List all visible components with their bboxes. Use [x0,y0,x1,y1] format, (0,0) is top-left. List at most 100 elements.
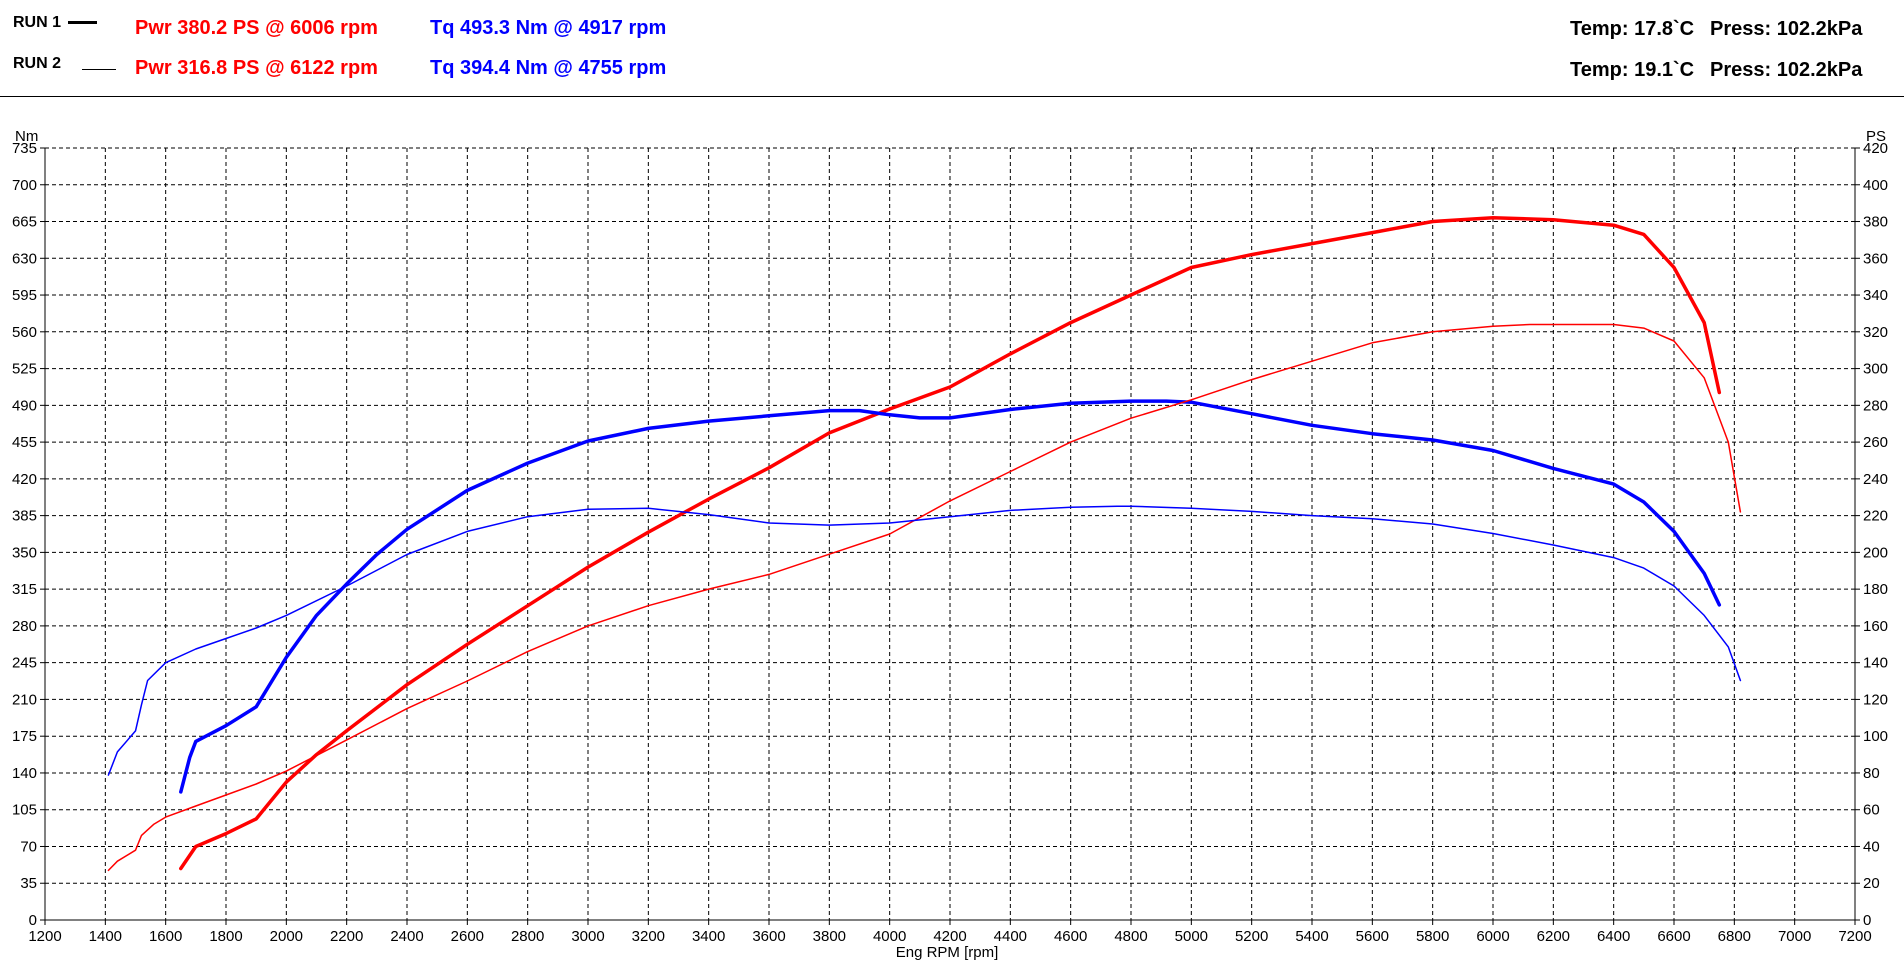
run1-power-summary: Pwr 380.2 PS @ 6006 rpm [135,17,378,39]
run2-tq-curve [107,505,1742,776]
y-right-unit-label: PS [1866,128,1886,145]
x-tick-label: 3800 [813,928,846,945]
y-left-tick-label: 630 [12,250,37,267]
run2-press: Press: 102.2kPa [1710,59,1863,81]
y-left-tick-label: 525 [12,361,37,378]
y-left-tick-label: 385 [12,508,37,525]
x-tick-label: 5200 [1235,928,1268,945]
y-right-tick-label: 180 [1863,581,1888,598]
x-axis-ticks: 1200 1400 1600 1800 2000 2200 2400 2600 2800 3000… [28,920,1872,945]
run1-label: RUN 1 [13,14,62,31]
y-right-ticks: 0 20 40 60 80 100 120 140 160 180 200 220 240 260 280 3… [1855,140,1888,929]
y-left-tick-label: 0 [29,912,37,929]
y-left-tick-label: 245 [12,655,37,672]
x-tick-label: 3600 [752,928,785,945]
y-right-tick-label: 280 [1863,397,1888,414]
run1-torque-summary: Tq 493.3 Nm @ 4917 rpm [430,17,667,39]
y-left-tick-label: 70 [20,838,37,855]
y-right-tick-label: 20 [1863,875,1880,892]
y-left-tick-label: 140 [12,765,37,782]
x-tick-label: 5600 [1356,928,1389,945]
y-left-tick-label: 280 [12,618,37,635]
y-left-tick-label: 420 [12,471,37,488]
run2-pwr-curve [107,323,1742,872]
x-tick-label: 1800 [209,928,242,945]
x-tick-label: 4000 [873,928,906,945]
run2-torque-summary: Tq 394.4 Nm @ 4755 rpm [430,57,667,79]
x-tick-label: 3200 [632,928,665,945]
y-right-tick-label: 60 [1863,802,1880,819]
run2-legend-line [82,69,116,70]
x-tick-label: 6800 [1718,928,1751,945]
y-right-tick-label: 100 [1863,728,1888,745]
x-tick-label: 4800 [1114,928,1147,945]
chart-series [107,216,1742,872]
run1-legend-line [68,21,97,24]
x-tick-label: 5400 [1295,928,1328,945]
x-tick-label: 7200 [1838,928,1871,945]
y-left-tick-label: 700 [12,177,37,194]
x-tick-label: 2800 [511,928,544,945]
y-right-tick-label: 0 [1863,912,1871,929]
run2-label: RUN 2 [13,55,62,72]
chart-grid [45,148,1856,920]
y-left-tick-label: 455 [12,434,37,451]
x-tick-label: 4200 [933,928,966,945]
x-tick-label: 2200 [330,928,363,945]
y-left-tick-label: 560 [12,324,37,341]
y-right-tick-label: 340 [1863,287,1888,304]
x-tick-label: 4400 [994,928,1027,945]
y-left-tick-label: 665 [12,214,37,231]
y-left-ticks: 0 35 70 105 140 175 210 245 280 315 350 385 420 455 49… [12,140,45,929]
y-right-tick-label: 300 [1863,361,1888,378]
y-left-tick-label: 315 [12,581,37,598]
y-left-tick-label: 595 [12,287,37,304]
y-right-tick-label: 120 [1863,691,1888,708]
run1-pwr-curve [179,216,1722,871]
x-tick-label: 2400 [390,928,423,945]
y-right-tick-label: 360 [1863,250,1888,267]
y-right-tick-label: 220 [1863,508,1888,525]
y-left-tick-label: 350 [12,544,37,561]
x-tick-label: 2000 [270,928,303,945]
x-tick-label: 6200 [1537,928,1570,945]
y-right-tick-label: 240 [1863,471,1888,488]
y-right-tick-label: 260 [1863,434,1888,451]
run1-temp: Temp: 17.8`C [1570,18,1695,40]
run1-press: Press: 102.2kPa [1710,18,1863,40]
y-left-tick-label: 105 [12,802,37,819]
y-right-tick-label: 80 [1863,765,1880,782]
y-right-tick-label: 200 [1863,544,1888,561]
y-left-tick-label: 175 [12,728,37,745]
x-tick-label: 5800 [1416,928,1449,945]
x-tick-label: 2600 [451,928,484,945]
y-left-tick-label: 735 [12,140,37,157]
y-left-tick-label: 490 [12,397,37,414]
x-tick-label: 1200 [28,928,61,945]
y-right-tick-label: 380 [1863,214,1888,231]
x-tick-label: 4600 [1054,928,1087,945]
x-tick-label: 1400 [89,928,122,945]
y-right-tick-label: 40 [1863,838,1880,855]
y-right-tick-label: 140 [1863,655,1888,672]
run1-tq-curve [179,399,1722,794]
y-left-tick-label: 210 [12,691,37,708]
y-left-unit-label: Nm [15,128,38,145]
header-divider [0,96,1904,97]
x-tick-label: 6000 [1476,928,1509,945]
x-axis-label: Eng RPM [rpm] [896,944,999,961]
y-right-tick-label: 320 [1863,324,1888,341]
x-tick-label: 6600 [1657,928,1690,945]
x-tick-label: 7000 [1778,928,1811,945]
dyno-chart: 1200 1400 1600 1800 2000 2200 2400 2600 2800 3000… [12,128,1888,961]
run2-power-summary: Pwr 316.8 PS @ 6122 rpm [135,57,378,79]
x-tick-label: 3400 [692,928,725,945]
x-tick-label: 6400 [1597,928,1630,945]
y-left-tick-label: 35 [20,875,37,892]
run2-temp: Temp: 19.1`C [1570,59,1695,81]
y-right-tick-label: 400 [1863,177,1888,194]
y-right-tick-label: 420 [1863,140,1888,157]
y-right-tick-label: 160 [1863,618,1888,635]
x-tick-label: 3000 [571,928,604,945]
x-tick-label: 5000 [1175,928,1208,945]
